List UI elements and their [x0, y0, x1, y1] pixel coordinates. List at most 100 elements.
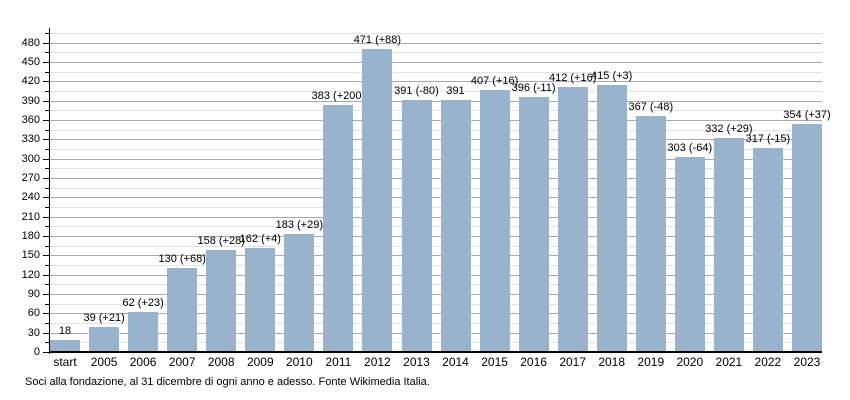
y-axis-tick — [45, 207, 49, 208]
y-axis-tick — [43, 333, 49, 334]
y-axis-tick — [45, 188, 49, 189]
y-axis-tick — [43, 62, 49, 63]
major-gridline — [49, 333, 822, 334]
minor-gridline — [49, 110, 822, 111]
x-axis-label: 2007 — [168, 355, 196, 369]
bar — [479, 89, 510, 352]
major-gridline — [49, 313, 822, 314]
y-axis-tick — [43, 294, 49, 295]
bar — [284, 234, 315, 352]
y-axis-tick — [45, 284, 49, 285]
bar-value-label: 158 (+28) — [197, 235, 245, 248]
minor-gridline — [49, 168, 822, 169]
y-axis-tick-label: 150 — [21, 249, 40, 261]
y-axis-tick — [45, 246, 49, 247]
y-axis-tick — [45, 265, 49, 266]
x-axis-label: 2021 — [715, 355, 743, 369]
bar — [518, 96, 549, 352]
minor-gridline — [49, 304, 822, 305]
y-axis-tick — [43, 159, 49, 160]
y-axis-tick-label: 90 — [27, 288, 40, 300]
bar-value-label: 39 (+21) — [83, 311, 125, 324]
bar-value-label: 18 — [58, 325, 72, 338]
y-axis-tick-label: 480 — [21, 37, 40, 49]
bar — [440, 100, 471, 352]
x-axis-label: 2008 — [207, 355, 235, 369]
bar — [362, 48, 393, 352]
bar-value-label: 412 (+16) — [548, 71, 597, 84]
major-gridline — [49, 81, 822, 82]
bar-value-label: 332 (+29) — [705, 123, 753, 135]
bar-value-label: 391 — [446, 85, 465, 97]
bar-value-label: 391 (-80) — [394, 85, 439, 97]
minor-gridline — [49, 342, 822, 343]
bar — [713, 138, 744, 352]
major-gridline — [49, 217, 822, 218]
bar — [323, 105, 354, 352]
x-axis-label: 2010 — [285, 355, 313, 369]
bar — [245, 247, 276, 352]
major-gridline — [49, 275, 822, 276]
minor-gridline — [49, 284, 822, 285]
y-axis-tick-label: 300 — [21, 153, 40, 165]
x-axis-label: 2011 — [325, 355, 352, 369]
x-axis-label: 2012 — [364, 355, 391, 369]
y-axis-tick-label: 450 — [21, 56, 40, 68]
y-axis-tick — [45, 226, 49, 227]
y-axis-tick — [43, 313, 49, 314]
minor-gridline — [49, 246, 822, 247]
y-axis-tick — [43, 120, 49, 121]
bar-value-label: 303 (-64) — [667, 141, 713, 154]
minor-gridline — [49, 149, 822, 150]
y-axis-tick-label: 180 — [21, 230, 40, 242]
y-axis-tick-label: 210 — [21, 211, 40, 223]
minor-gridline — [49, 130, 822, 131]
bar — [596, 84, 627, 352]
bar — [792, 123, 822, 352]
x-axis-label: 2009 — [246, 355, 274, 369]
major-gridline — [49, 101, 822, 102]
minor-gridline — [49, 52, 822, 53]
x-axis-label: 2023 — [793, 355, 821, 369]
x-axis-label: 2014 — [442, 355, 469, 369]
y-axis-tick — [43, 255, 49, 256]
major-gridline — [49, 294, 822, 295]
x-axis-label: 2022 — [754, 355, 782, 369]
x-axis-label: 2017 — [559, 355, 587, 369]
x-axis-label: 2020 — [676, 355, 704, 369]
chart-caption: Soci alla fondazione, al 31 dicembre di … — [25, 376, 430, 388]
y-axis-tick-label: 30 — [27, 327, 40, 339]
bar-value-label: 130 (+68) — [158, 253, 206, 266]
bar-value-label: 383 (+200) — [311, 90, 366, 103]
y-axis-tick-label: 360 — [21, 114, 40, 126]
bar-value-label: 354 (+37) — [783, 108, 831, 121]
major-gridline — [49, 139, 822, 140]
minor-gridline — [49, 33, 822, 34]
x-axis-label: 2006 — [129, 355, 157, 369]
y-axis-tick-label: 330 — [21, 133, 40, 145]
major-gridline — [49, 255, 822, 256]
bar-value-label: 183 (+29) — [275, 219, 323, 232]
y-axis-tick — [43, 275, 49, 276]
x-axis-label: 2018 — [598, 355, 626, 369]
y-axis-tick — [45, 72, 49, 73]
y-axis-tick — [45, 323, 49, 324]
bar-value-label: 415 (+3) — [591, 69, 633, 82]
y-axis-tick — [45, 130, 49, 131]
x-axis-label: start — [53, 355, 77, 369]
bar — [674, 156, 705, 352]
y-axis-tick-label: 420 — [21, 75, 40, 87]
minor-gridline — [49, 323, 822, 324]
bar-value-label: 471 (+88) — [353, 33, 402, 46]
bar — [89, 326, 120, 352]
x-axis-label: 2019 — [637, 355, 665, 369]
y-axis-tick — [43, 43, 49, 44]
minor-gridline — [49, 207, 822, 208]
y-axis-tick — [43, 352, 49, 353]
major-gridline — [49, 120, 822, 121]
y-axis-tick-label: 390 — [21, 95, 40, 107]
bar-value-label: 62 (+23) — [122, 297, 164, 309]
y-axis-tick — [43, 236, 49, 237]
y-axis-tick-label: 270 — [21, 172, 40, 184]
